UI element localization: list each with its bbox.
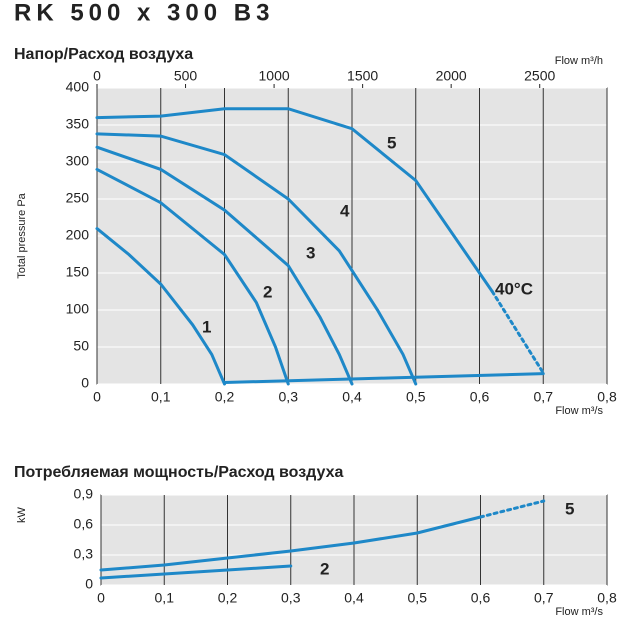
x-tick-label: 0,8: [597, 590, 617, 606]
x-tick-label: 0,2: [215, 389, 235, 405]
y-tick-label: 200: [66, 227, 90, 243]
x-tick-label: 0,5: [406, 389, 426, 405]
series-line: [490, 290, 545, 375]
y-tick-label: 0,3: [74, 546, 94, 562]
series-label: 5: [565, 499, 574, 518]
series-label: 1: [202, 317, 211, 336]
series-label: 5: [387, 133, 396, 152]
series-label: 3: [306, 243, 315, 262]
series-line: [95, 145, 354, 386]
x-tick-label: 0,7: [534, 590, 554, 606]
y-tick-label: 0: [81, 375, 89, 391]
x-tick-label: 0,3: [279, 389, 299, 405]
x2-tick-label: 2500: [524, 68, 555, 84]
series-line: [99, 515, 482, 572]
x-tick-label: 0: [97, 590, 105, 606]
y-tick-label: 150: [66, 264, 90, 280]
x-tick-label: 0,6: [470, 389, 490, 405]
annotation: 40°C: [495, 279, 533, 298]
chart-title: Напор/Расход воздуха: [14, 46, 193, 63]
y-tick-label: 0: [85, 576, 93, 592]
series-line: [479, 499, 546, 519]
series-line: [95, 167, 290, 386]
x-tick-label: 0,7: [534, 389, 554, 405]
y-tick-label: 0,9: [74, 486, 94, 502]
x2-tick-label: 1500: [347, 68, 378, 84]
y-axis-label: kW: [16, 506, 28, 523]
y-tick-label: 400: [66, 79, 90, 95]
x2-tick-label: 2000: [436, 68, 467, 84]
x-tick-label: 0,1: [151, 389, 171, 405]
y-axis-label: Total pressure Pa: [16, 192, 28, 278]
x2-tick-label: 1000: [259, 68, 290, 84]
x-tick-label: 0,4: [344, 590, 364, 606]
x-tick-label: 0,1: [155, 590, 175, 606]
x-tick-label: 0,3: [281, 590, 301, 606]
x-tick-label: 0,4: [342, 389, 362, 405]
x2-axis-label: Flow m³/h: [555, 55, 603, 67]
page-title: RK 500 x 300 B3: [14, 0, 274, 26]
x2-tick-label: 0: [93, 68, 101, 84]
series-line: [95, 132, 418, 386]
y-tick-label: 100: [66, 301, 90, 317]
series-line: [95, 227, 226, 386]
y-tick-label: 50: [73, 338, 89, 354]
x-tick-label: 0,2: [218, 590, 238, 606]
series-label: 4: [340, 201, 350, 220]
series-line: [99, 564, 293, 580]
x-axis-label: Flow m³/s: [555, 606, 603, 618]
series-label: 2: [263, 282, 272, 301]
x-tick-label: 0,5: [408, 590, 428, 606]
chart-title: Потребляемая мощность/Расход воздуха: [14, 464, 343, 481]
series-line: [95, 107, 494, 293]
series-label: 2: [320, 559, 329, 578]
x-tick-label: 0,8: [597, 389, 617, 405]
x-axis-label: Flow m³/s: [555, 405, 603, 417]
y-tick-label: 350: [66, 116, 90, 132]
x-tick-label: 0: [93, 389, 101, 405]
x-tick-label: 0,6: [471, 590, 491, 606]
x2-tick-label: 500: [174, 68, 198, 84]
series-line: [223, 372, 545, 385]
y-tick-label: 0,6: [74, 516, 94, 532]
y-tick-label: 300: [66, 153, 90, 169]
y-tick-label: 250: [66, 190, 90, 206]
